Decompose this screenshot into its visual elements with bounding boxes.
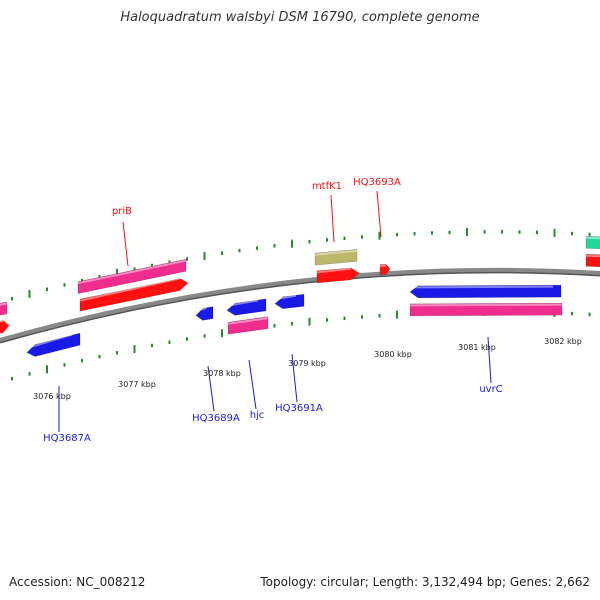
gene-feature-highlight [316,267,352,274]
scale-label: 3076 kbp [33,392,71,401]
label-uvrC: uvrC [479,384,502,395]
label-HQ3693A: HQ3693A [353,177,401,188]
gene-feature [314,248,358,266]
label-hjc-leader [248,359,257,410]
gene-feature [585,253,600,268]
scale-label: 3077 kbp [118,380,156,389]
gene-feature-highlight [0,302,8,306]
gene-feature-highlight [0,320,4,324]
gene-feature-highlight [226,299,259,307]
gene-feature [0,320,10,334]
label-priB-leader [122,221,129,267]
gene-feature-highlight [585,236,600,240]
gene-feature [409,284,562,299]
gene-feature [379,263,391,275]
gene-feature-highlight [77,259,187,285]
gene-feature [409,302,563,317]
label-HQ3693A-leader [376,190,382,238]
gene-feature-highlight [585,254,600,258]
label-priB: priB [112,206,132,217]
gene-feature [316,267,360,284]
gene-feature [585,235,600,250]
label-mtfK1: mtfK1 [312,181,342,192]
gene-feature-highlight [274,294,297,301]
scale-label: 3079 kbp [288,359,326,368]
backbone [0,267,600,342]
label-HQ3689A: HQ3689A [192,413,240,424]
gene-feature [26,332,81,357]
label-mtfK1-leader [330,194,335,243]
label-HQ3691A: HQ3691A [275,403,323,414]
gene-feature [77,258,187,295]
scale-label: 3081 kbp [458,343,496,352]
gene-feature-highlight [79,277,181,302]
label-HQ3689A-leader [207,365,215,412]
topology-text: Topology: circular; Length: 3,132,494 bp… [260,575,590,589]
gene-feature-highlight [227,317,269,325]
map-title: Haloquadratum walsbyi DSM 16790, complet… [120,10,480,25]
gene-feature-highlight [314,249,358,256]
gene-feature [195,306,214,321]
gene-feature [0,301,8,316]
gene-feature [274,293,305,310]
gene-feature-highlight [195,307,207,312]
label-uvrC-leader [487,336,492,384]
scale-label: 3082 kbp [544,337,582,346]
gene-feature [226,298,267,316]
label-hjc: hjc [250,410,265,421]
gene-feature-highlight [409,303,563,307]
gene-feature-highlight [409,285,554,289]
scale-label: 3080 kbp [374,350,412,359]
gene-feature-highlight [26,333,73,350]
label-HQ3691A-leader [291,353,298,403]
scale-label: 3078 kbp [203,369,241,378]
label-HQ3687A: HQ3687A [43,433,91,444]
gene-feature [79,278,189,312]
accession-text: Accession: NC_008212 [9,575,146,589]
gene-feature [227,316,269,335]
gene-feature-highlight [379,264,387,268]
